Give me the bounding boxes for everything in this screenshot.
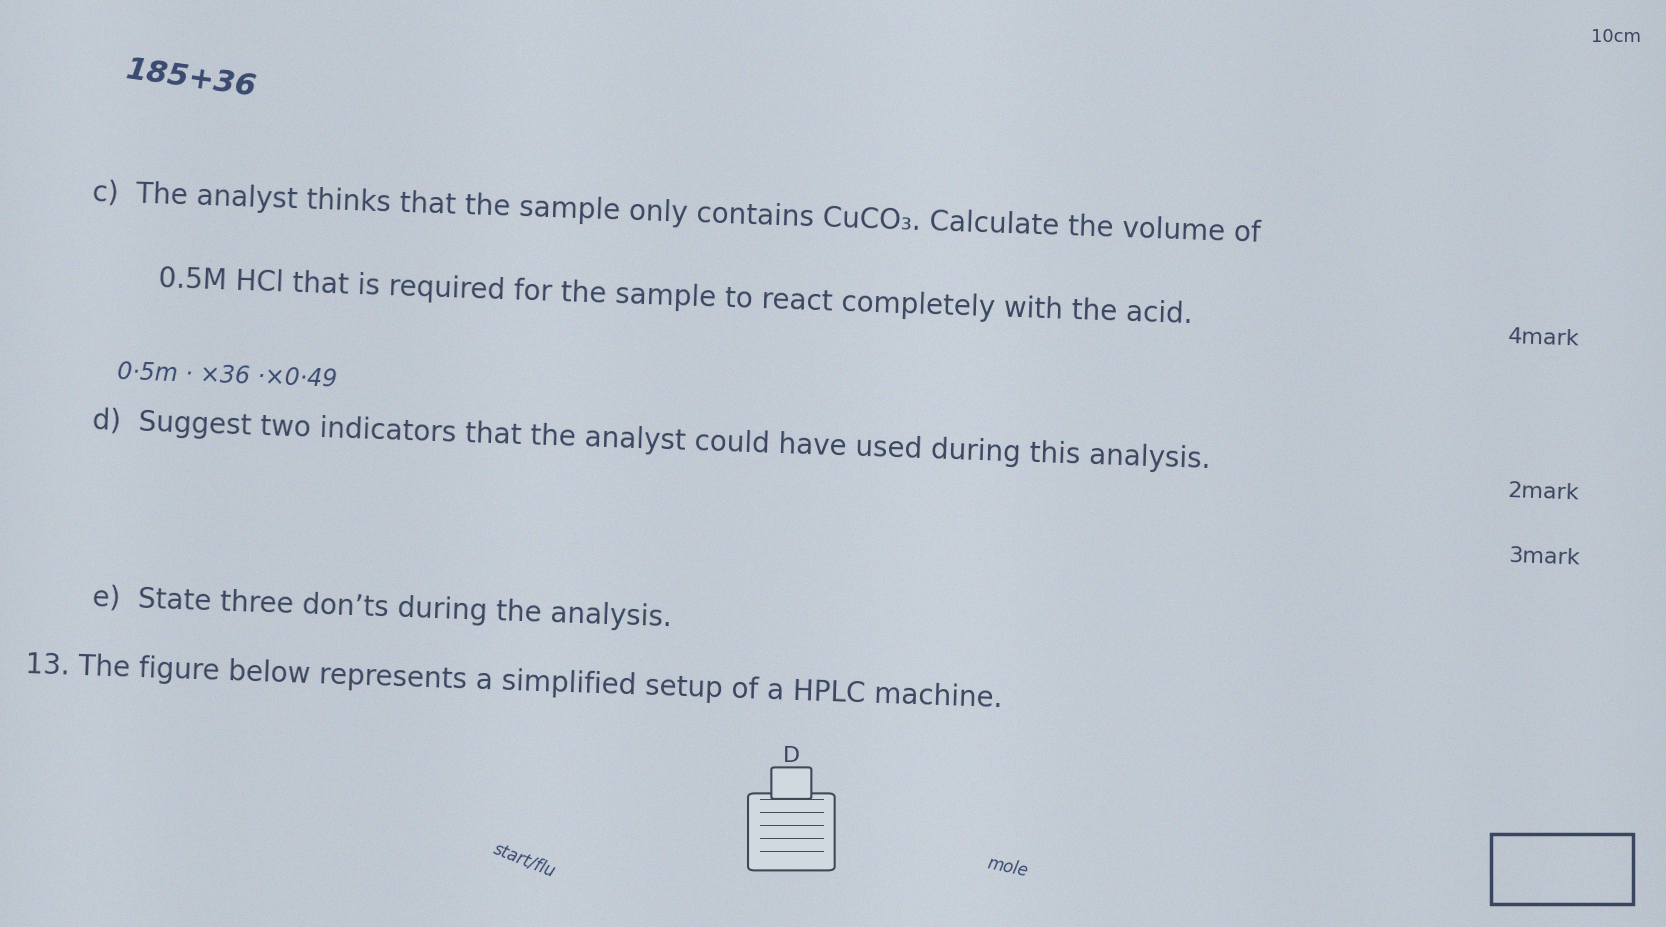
Text: 13. The figure below represents a simplified setup of a HPLC machine.: 13. The figure below represents a simpli…	[25, 651, 1003, 712]
Text: mole: mole	[986, 854, 1030, 880]
Text: c)  The analyst thinks that the sample only contains CuCO₃. Calculate the volume: c) The analyst thinks that the sample on…	[92, 179, 1261, 248]
Text: d)  Suggest two indicators that the analyst could have used during this analysis: d) Suggest two indicators that the analy…	[92, 407, 1211, 474]
Text: 10cm: 10cm	[1591, 28, 1641, 45]
Text: D: D	[783, 745, 800, 766]
FancyBboxPatch shape	[771, 768, 811, 799]
Text: start/flu: start/flu	[491, 839, 558, 880]
Text: 4mark: 4mark	[1508, 327, 1579, 349]
Text: 3mark: 3mark	[1508, 545, 1579, 567]
Text: 0.5M HCl that is required for the sample to react completely with the acid.: 0.5M HCl that is required for the sample…	[158, 264, 1193, 329]
Text: e)  State three don’ts during the analysis.: e) State three don’ts during the analysi…	[92, 583, 671, 631]
Text: 0·5m · ×36 ·×0·49: 0·5m · ×36 ·×0·49	[117, 360, 337, 391]
Text: 185+36: 185+36	[125, 56, 258, 102]
Text: 2mark: 2mark	[1508, 480, 1579, 502]
FancyBboxPatch shape	[748, 794, 835, 870]
